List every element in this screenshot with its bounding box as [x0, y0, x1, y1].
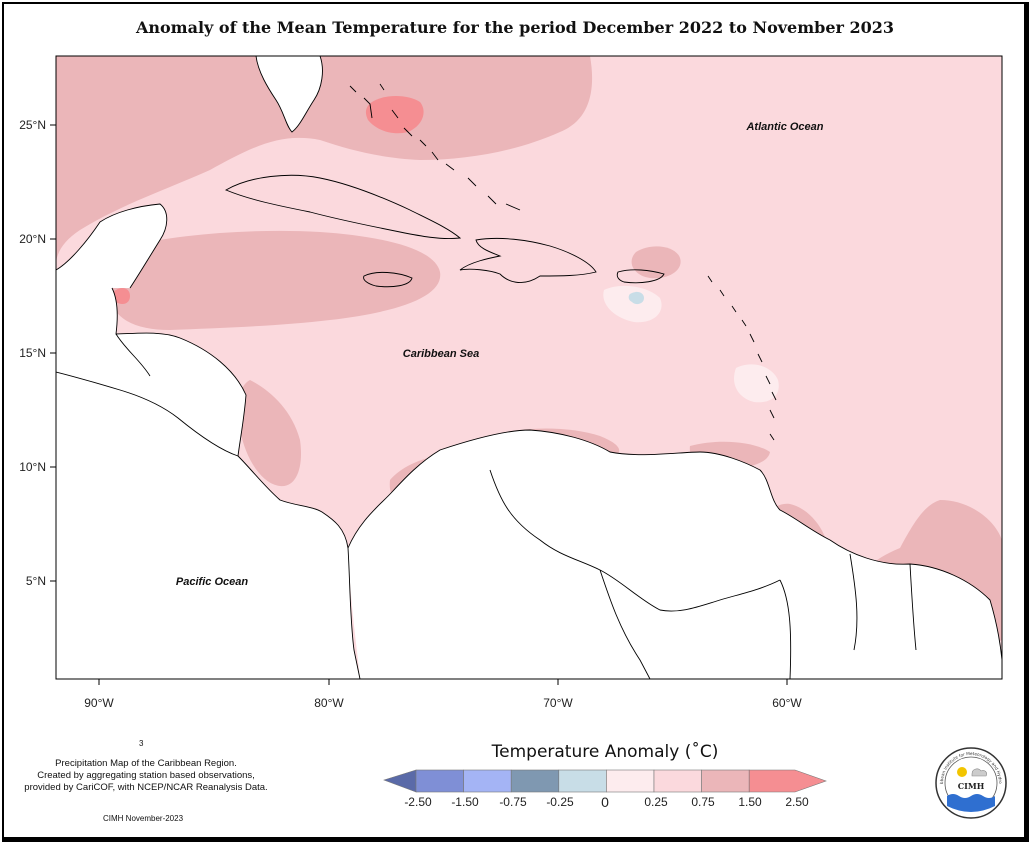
legend-tick-label: 1.50	[738, 795, 762, 809]
lon-tick-label: 70°W	[543, 696, 573, 710]
land-masses	[56, 56, 1002, 679]
coastlines	[56, 56, 1002, 679]
legend-tick-label: -1.50	[451, 795, 479, 809]
sun-icon	[957, 767, 967, 777]
note-line: Precipitation Map of the Caribbean Regio…	[55, 758, 237, 769]
land-south-america	[348, 430, 1002, 679]
latitude-axis: 25°N 20°N 15°N 10°N 5°N	[19, 118, 56, 588]
legend-cap-low	[383, 769, 417, 793]
legend-bin	[653, 769, 702, 793]
atlantic-ocean-label: Atlantic Ocean	[745, 121, 823, 133]
logo-acronym: CIMH	[958, 781, 985, 791]
lat-tick-label: 10°N	[19, 460, 46, 474]
coastline-jamaica	[363, 271, 413, 288]
anomaly-slight-cool-puerto-rico	[628, 291, 644, 305]
note-line: provided by CariCOF, with NCEP/NCAR Rean…	[24, 782, 268, 793]
data-source-note: Precipitation Map of the Caribbean Regio…	[10, 758, 282, 794]
legend-tick-label: 2.50	[785, 795, 809, 809]
note-line: Created by aggregating station based obs…	[37, 770, 255, 781]
longitude-axis: 90°W 80°W 70°W 60°W	[84, 679, 802, 710]
land-yucatan	[56, 204, 167, 288]
anomaly-near-zero-puerto-rico	[603, 285, 662, 323]
anomaly-warm-west-caribbean	[108, 230, 441, 330]
lat-tick-label: 15°N	[19, 346, 46, 360]
legend-bin	[510, 769, 560, 793]
map-title: Anomaly of the Mean Temperature for the …	[135, 18, 895, 37]
coastline-cuba	[224, 174, 462, 239]
coastline-hispaniola	[459, 237, 597, 283]
lon-tick-label: 90°W	[84, 696, 114, 710]
legend-colorbar	[383, 769, 827, 793]
coastline-south-america	[347, 429, 1002, 661]
lon-tick-label: 80°W	[314, 696, 344, 710]
coastline-florida	[255, 56, 323, 133]
coastline-lesser-antilles	[707, 275, 777, 441]
anomaly-near-zero-lesser-antilles	[734, 364, 779, 403]
legend-bin	[606, 769, 655, 793]
stray-mark: 3	[139, 739, 144, 748]
legend-bin	[463, 769, 512, 793]
pacific-ocean-label: Pacific Ocean	[176, 576, 248, 588]
legend-tick-label: 0.25	[644, 795, 668, 809]
credit-text: CIMH November-2023	[103, 814, 184, 823]
cimh-logo: CIMH Caribbean Institute for Meteorology…	[934, 746, 1007, 819]
legend-tick-labels: -2.50 -1.50 -0.75 -0.25 0 0.25 0.75 1.50…	[404, 794, 809, 810]
borders-south-america	[489, 469, 917, 679]
anomaly-hot-bahamas	[365, 96, 424, 134]
coastline-puerto-rico	[616, 269, 665, 284]
legend-bin	[558, 769, 607, 793]
plot-frame	[55, 55, 1003, 680]
legend-tick-label: 0	[601, 794, 609, 810]
legend-tick-label: -2.50	[404, 795, 432, 809]
cloud-icon	[971, 768, 987, 777]
caribbean-sea-label: Caribbean Sea	[403, 348, 479, 360]
legend-bin	[415, 769, 464, 793]
land-central-america	[56, 288, 360, 679]
legend-bin	[701, 769, 750, 793]
legend-cap-high	[748, 769, 827, 793]
lat-tick-label: 5°N	[26, 574, 46, 588]
legend-tick-label: 0.75	[691, 795, 715, 809]
waves-icon	[947, 794, 995, 812]
lat-tick-label: 25°N	[19, 118, 46, 132]
lon-tick-label: 60°W	[772, 696, 802, 710]
coastline-bahamas	[349, 83, 521, 211]
anomaly-field	[56, 56, 1002, 679]
anomaly-hot-belize	[113, 288, 130, 304]
legend-title: Temperature Anomaly (˚C)	[491, 742, 719, 762]
legend-tick-label: -0.75	[499, 795, 527, 809]
anomaly-warm-central-america-coast	[238, 380, 302, 487]
legend-tick-label: -0.25	[546, 795, 574, 809]
anomaly-warm-north-west	[56, 56, 272, 245]
borders-central-america	[56, 333, 239, 457]
lat-tick-label: 20°N	[19, 232, 46, 246]
